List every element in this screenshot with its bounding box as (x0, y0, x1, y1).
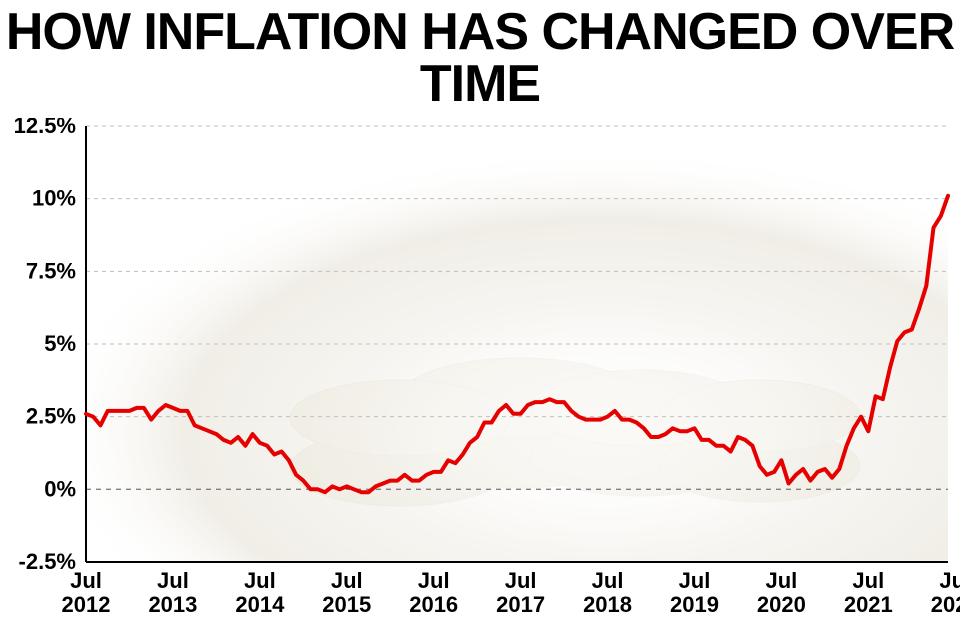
x-tick-label-year: 2013 (148, 592, 197, 617)
inflation-chart-card: { "title": "HOW INFLATION HAS CHANGED OV… (0, 0, 960, 640)
x-tick-label-year: 2021 (844, 592, 893, 617)
y-tick-label: 10% (32, 186, 76, 211)
chart-title: HOW INFLATION HAS CHANGED OVER TIME (0, 0, 960, 110)
x-tick-label-month: Jul (852, 568, 884, 593)
y-tick-label: 12.5% (14, 118, 76, 138)
x-tick-label-month: Jul (418, 568, 450, 593)
x-tick-label-year: 2015 (322, 592, 371, 617)
x-tick-label-year: 2022 (931, 592, 960, 617)
x-tick-label-month: Jul (70, 568, 102, 593)
y-tick-label: 2.5% (26, 404, 76, 429)
x-tick-label-month: Jul (505, 568, 537, 593)
x-tick-label-month: Jul (592, 568, 624, 593)
x-tick-label-year: 2020 (757, 592, 806, 617)
x-tick-label-month: Jul (765, 568, 797, 593)
x-tick-label-year: 2017 (496, 592, 545, 617)
y-tick-label: 5% (44, 331, 76, 356)
chart-area: -2.5%0%2.5%5%7.5%10%12.5%Jul2012Jul2013J… (0, 118, 960, 640)
x-tick-label-month: Jul (157, 568, 189, 593)
y-tick-label: -2.5% (19, 549, 76, 574)
x-tick-label-year: 2016 (409, 592, 458, 617)
x-tick-label-month: Jul (244, 568, 276, 593)
y-tick-label: 0% (44, 476, 76, 501)
x-tick-label-month: Jul (939, 568, 960, 593)
inflation-line-chart-svg: -2.5%0%2.5%5%7.5%10%12.5%Jul2012Jul2013J… (0, 118, 960, 640)
x-tick-label-year: 2014 (235, 592, 285, 617)
x-tick-label-month: Jul (679, 568, 711, 593)
x-tick-label-year: 2019 (670, 592, 719, 617)
x-tick-label-month: Jul (331, 568, 363, 593)
x-tick-label-year: 2012 (62, 592, 111, 617)
y-tick-label: 7.5% (26, 258, 76, 283)
x-tick-label-year: 2018 (583, 592, 632, 617)
